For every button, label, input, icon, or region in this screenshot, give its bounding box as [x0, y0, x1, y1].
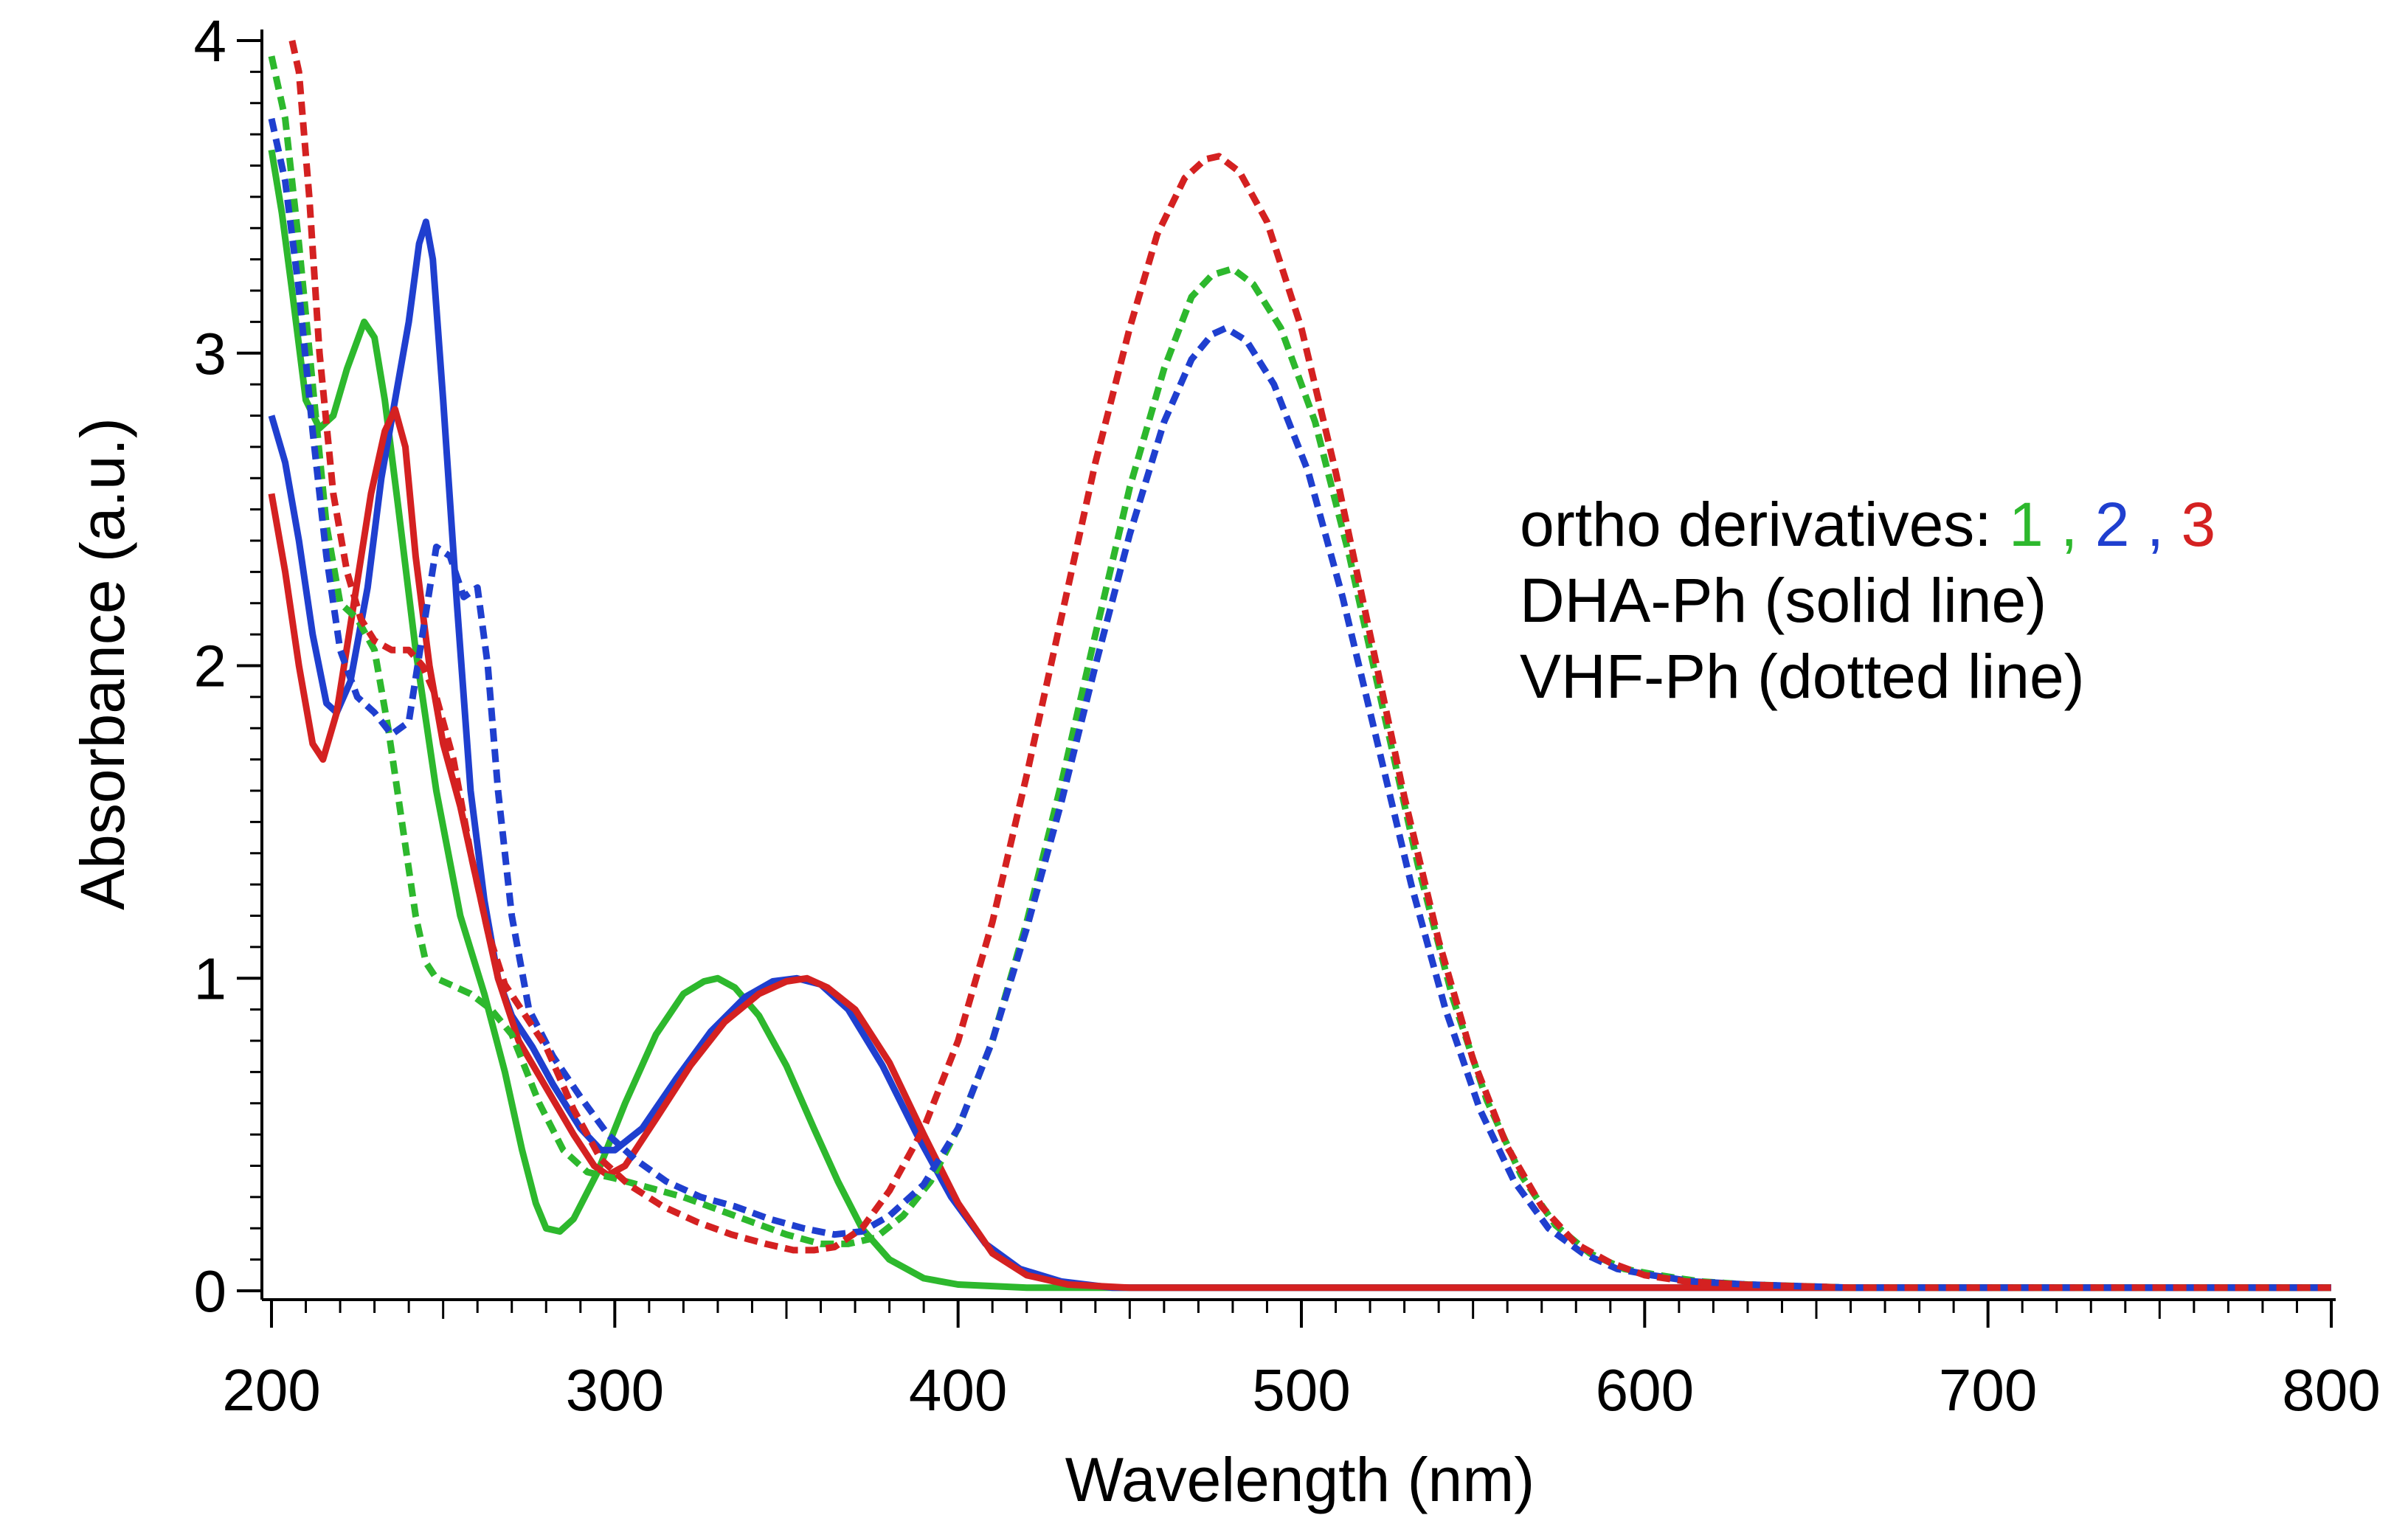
series-line-compound-2-dha-ph [268, 218, 2331, 1292]
legend-separator-2: , [2147, 490, 2164, 559]
y-tick-label: 4 [194, 8, 227, 74]
legend: ortho derivatives: 1 , 2 , 3 DHA-Ph (sol… [1520, 490, 2215, 711]
y-tick-label: 3 [194, 321, 227, 387]
series-line-compound-2-vhf-ph [268, 117, 2331, 1292]
series-lines [268, 40, 2331, 1292]
y-tick-label: 1 [194, 946, 227, 1011]
legend-line-3: VHF-Ph (dotted line) [1520, 642, 2085, 711]
legend-separator-1: , [2061, 490, 2077, 559]
legend-compound-1: 1 [2009, 490, 2044, 559]
y-tick-label: 2 [194, 634, 227, 699]
series-line-compound-1-vhf-ph [268, 55, 2331, 1292]
x-tick-label: 700 [1939, 1357, 2037, 1423]
legend-line-2: DHA-Ph (solid line) [1520, 566, 2047, 635]
x-tick-label: 600 [1596, 1357, 1694, 1423]
y-axis-label: Absorbance (a.u.) [68, 417, 137, 910]
legend-compound-2: 2 [2095, 490, 2130, 559]
x-axis-label: Wavelength (nm) [1065, 1445, 1535, 1514]
x-tick-label: 300 [566, 1357, 664, 1423]
x-tick-label: 500 [1252, 1357, 1350, 1423]
x-tick-label: 800 [2282, 1357, 2380, 1423]
x-tick-label: 200 [222, 1357, 320, 1423]
y-tick-label: 0 [194, 1258, 227, 1324]
series-line-compound-3-vhf-ph [288, 40, 2331, 1292]
legend-line-1: ortho derivatives: 1 , 2 , 3 [1520, 490, 2215, 559]
series-line-compound-1-dha-ph [268, 149, 2331, 1292]
series-line-compound-3-dha-ph [268, 406, 2331, 1292]
legend-compound-3: 3 [2181, 490, 2215, 559]
legend-prefix: ortho derivatives: [1520, 490, 1992, 559]
x-tick-label: 400 [909, 1357, 1007, 1423]
